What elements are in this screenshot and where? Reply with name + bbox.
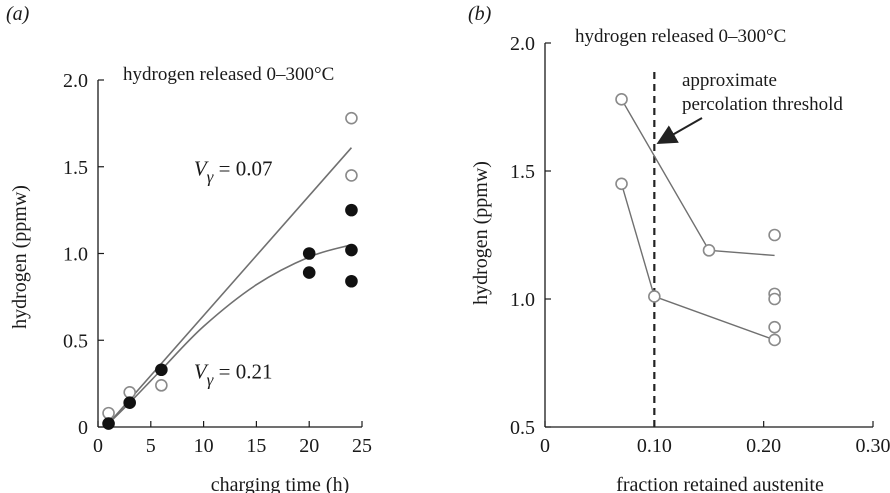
y-tick-label: 0.5 xyxy=(510,417,535,439)
data-point-open xyxy=(345,169,358,182)
data-point-open xyxy=(615,93,628,106)
panel-b-label: (b) xyxy=(468,3,492,25)
x-tick-label: 20 xyxy=(299,435,319,457)
data-point-open xyxy=(768,320,781,334)
series-annotation: Vγ = 0.07 xyxy=(194,156,273,186)
data-point-open xyxy=(648,290,661,303)
data-point-filled xyxy=(345,274,358,288)
y-tick-label: 2.0 xyxy=(510,33,535,55)
data-point-filled xyxy=(345,203,358,217)
threshold-label-line2: percolation threshold xyxy=(682,94,843,115)
panel-b-connector-lines xyxy=(620,98,775,341)
panel-a-ticks: 0 5 10 15 20 25 0 0.5 1.0 1.5 2.0 xyxy=(63,70,372,457)
y-tick-label: 0.5 xyxy=(63,330,88,352)
panel-b-points xyxy=(615,93,781,347)
panel-b-y-axis-label: hydrogen (ppmw) xyxy=(470,161,492,305)
data-point-filled xyxy=(102,417,115,430)
fit-line-linear xyxy=(107,147,353,425)
data-point-filled xyxy=(302,247,316,260)
x-tick-label: 5 xyxy=(146,435,156,457)
data-point-filled xyxy=(302,266,316,279)
y-tick-label: 0 xyxy=(78,417,88,439)
connector-line xyxy=(620,183,775,341)
data-point-open xyxy=(345,111,358,125)
y-tick-label: 1.5 xyxy=(63,157,88,179)
x-tick-label: 0.30 xyxy=(856,435,890,457)
x-tick-label: 0.20 xyxy=(746,435,781,457)
panel-b-axes xyxy=(544,43,873,428)
data-point-open xyxy=(615,177,628,191)
panel-a-x-axis-label: charging time (h) xyxy=(211,474,349,493)
data-point-open xyxy=(123,385,136,399)
data-point-open xyxy=(102,406,115,420)
series-annotation: Vγ = 0.21 xyxy=(194,359,273,389)
y-tick-label: 1.0 xyxy=(510,289,535,311)
panel-a: (a) hydrogen released 0–300°C charging t… xyxy=(6,3,372,493)
x-tick-label: 0 xyxy=(540,435,550,457)
data-point-filled xyxy=(123,396,136,410)
panel-a-label: (a) xyxy=(6,3,30,25)
data-point-filled xyxy=(155,363,168,377)
panel-b: (b) hydrogen released 0–300°C fraction r… xyxy=(468,3,890,493)
panel-a-y-axis-label: hydrogen (ppmw) xyxy=(9,185,31,329)
data-point-open xyxy=(768,333,781,347)
x-tick-label: 25 xyxy=(352,435,372,457)
data-point-filled xyxy=(345,243,358,257)
data-point-open xyxy=(702,244,716,257)
connector-line xyxy=(620,98,775,257)
panel-a-annotations: Vγ = 0.07 Vγ = 0.21 xyxy=(194,156,273,389)
data-point-open xyxy=(155,379,168,392)
y-tick-label: 2.0 xyxy=(63,70,88,92)
panel-b-ticks: 0 0.10 0.20 0.30 0.5 1.0 1.5 2.0 xyxy=(510,33,890,457)
panel-b-title: hydrogen released 0–300°C xyxy=(575,26,786,47)
panel-b-x-axis-label: fraction retained austenite xyxy=(616,474,824,493)
threshold-label-line1: approximate xyxy=(682,70,777,91)
x-tick-label: 0 xyxy=(93,435,103,457)
data-point-open xyxy=(768,292,781,306)
y-tick-label: 1.0 xyxy=(63,244,88,266)
panel-a-title: hydrogen released 0–300°C xyxy=(123,64,334,85)
threshold-arrow xyxy=(656,117,703,144)
x-tick-label: 10 xyxy=(194,435,214,457)
x-tick-label: 0.10 xyxy=(637,435,672,457)
data-point-open xyxy=(768,228,781,242)
panel-a-points xyxy=(102,111,358,430)
y-tick-label: 1.5 xyxy=(510,161,535,183)
x-tick-label: 15 xyxy=(246,435,266,457)
